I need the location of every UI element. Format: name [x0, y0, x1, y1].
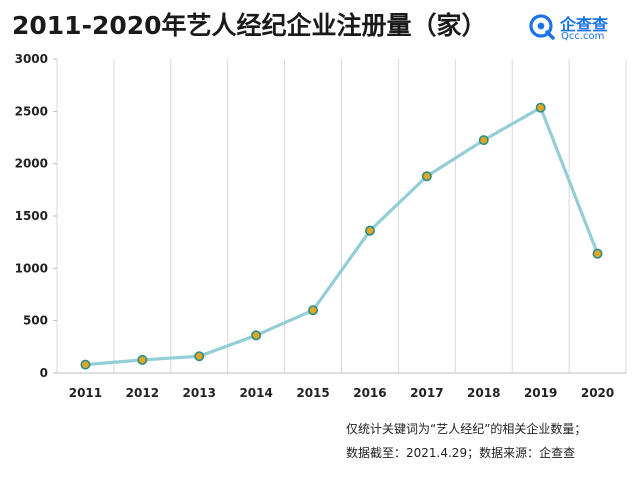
data-point	[478, 135, 489, 146]
x-tick-label: 2016	[353, 386, 386, 400]
qcc-logo: 企查查 Qcc.com	[528, 10, 636, 46]
x-tick-label: 2019	[524, 386, 557, 400]
data-point	[592, 248, 603, 259]
series-line	[83, 106, 600, 367]
x-tick-label: 2014	[239, 386, 272, 400]
x-tick-label: 2020	[581, 386, 614, 400]
y-tick-label: 3000	[15, 52, 48, 66]
x-tick-label: 2017	[410, 386, 443, 400]
x-tick-label: 2018	[467, 386, 500, 400]
x-tick-label: 2013	[183, 386, 216, 400]
y-tick-label: 1500	[15, 209, 48, 223]
data-point	[308, 305, 319, 316]
x-tick-label: 2011	[69, 386, 102, 400]
y-tick-label: 0	[40, 366, 48, 380]
qcc-logo-icon	[529, 14, 555, 40]
footnote-scope: 仅统计关键词为“艺人经纪”的相关企业数量；	[346, 422, 587, 436]
y-tick-label: 500	[23, 314, 48, 328]
data-point	[80, 359, 91, 370]
logo-name-cn: 企查查	[560, 15, 609, 34]
x-tick-label: 2012	[126, 386, 159, 400]
logo-name-en: Qcc.com	[561, 31, 605, 42]
data-point	[364, 225, 375, 236]
y-tick-label: 1000	[15, 261, 48, 275]
footnote-source: 数据截至：2021.4.29；数据来源：企查查	[346, 446, 576, 460]
y-tick-label: 2000	[15, 157, 48, 171]
data-point	[137, 354, 148, 365]
data-point	[535, 102, 546, 113]
chart-title: 2011-2020年艺人经纪企业注册量（家）	[12, 11, 487, 40]
data-point	[194, 351, 205, 362]
x-tick-label: 2015	[296, 386, 329, 400]
y-tick-label: 2500	[15, 104, 48, 118]
data-point	[421, 171, 432, 182]
data-point	[251, 330, 262, 341]
